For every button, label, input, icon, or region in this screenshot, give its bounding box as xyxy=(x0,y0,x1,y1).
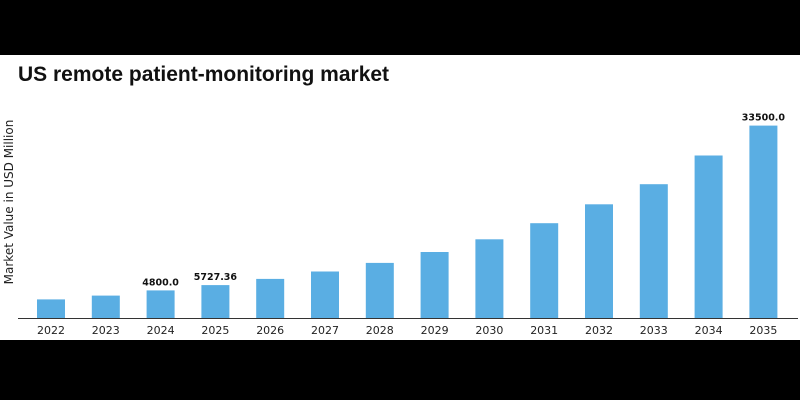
bar-2031 xyxy=(530,223,559,318)
bar-2024 xyxy=(146,290,175,318)
bar-2028 xyxy=(365,262,394,318)
bar-2035 xyxy=(749,125,778,318)
x-tick-label-2026: 2026 xyxy=(256,324,284,337)
x-tick-label-2023: 2023 xyxy=(92,324,120,337)
x-tick-label-2025: 2025 xyxy=(201,324,229,337)
y-axis-label: Market Value in USD Million xyxy=(2,120,16,285)
x-tick-label-2034: 2034 xyxy=(695,324,723,337)
chart-panel: US remote patient-monitoring market 4800… xyxy=(0,55,800,340)
x-tick-label-2033: 2033 xyxy=(640,324,668,337)
bar-2029 xyxy=(420,252,449,318)
bar-2027 xyxy=(311,271,339,318)
data-label-2025: 5727.36 xyxy=(194,272,238,283)
chart-title: US remote patient-monitoring market xyxy=(18,63,390,86)
x-tick-label-2029: 2029 xyxy=(421,324,449,337)
bar-2033 xyxy=(639,184,668,318)
data-label-2024: 4800.0 xyxy=(142,277,179,288)
x-tick-label-2022: 2022 xyxy=(37,324,65,337)
bar-2030 xyxy=(475,239,504,318)
labels-layer: 4800.0 5727.36 33500.0 xyxy=(142,113,785,289)
x-tick-label-2031: 2031 xyxy=(530,324,558,337)
x-tick-label-2035: 2035 xyxy=(749,324,777,337)
bar-2034 xyxy=(694,155,723,318)
bar-2026 xyxy=(256,278,285,318)
bar-2023 xyxy=(91,295,120,318)
x-tick-label-2027: 2027 xyxy=(311,324,339,337)
data-label-2035: 33500.0 xyxy=(742,113,786,124)
bars-layer xyxy=(37,125,778,318)
x-tick-label-2032: 2032 xyxy=(585,324,613,337)
x-tick-labels: 2022 2023 2024 2025 2026 2027 2028 2029 2030 2031… xyxy=(37,324,777,337)
x-tick-label-2028: 2028 xyxy=(366,324,394,337)
x-tick-label-2030: 2030 xyxy=(475,324,503,337)
bar-2025 xyxy=(201,285,230,318)
x-tick-label-2024: 2024 xyxy=(147,324,175,337)
bar-2022 xyxy=(37,299,65,318)
bar-2032 xyxy=(585,204,613,318)
